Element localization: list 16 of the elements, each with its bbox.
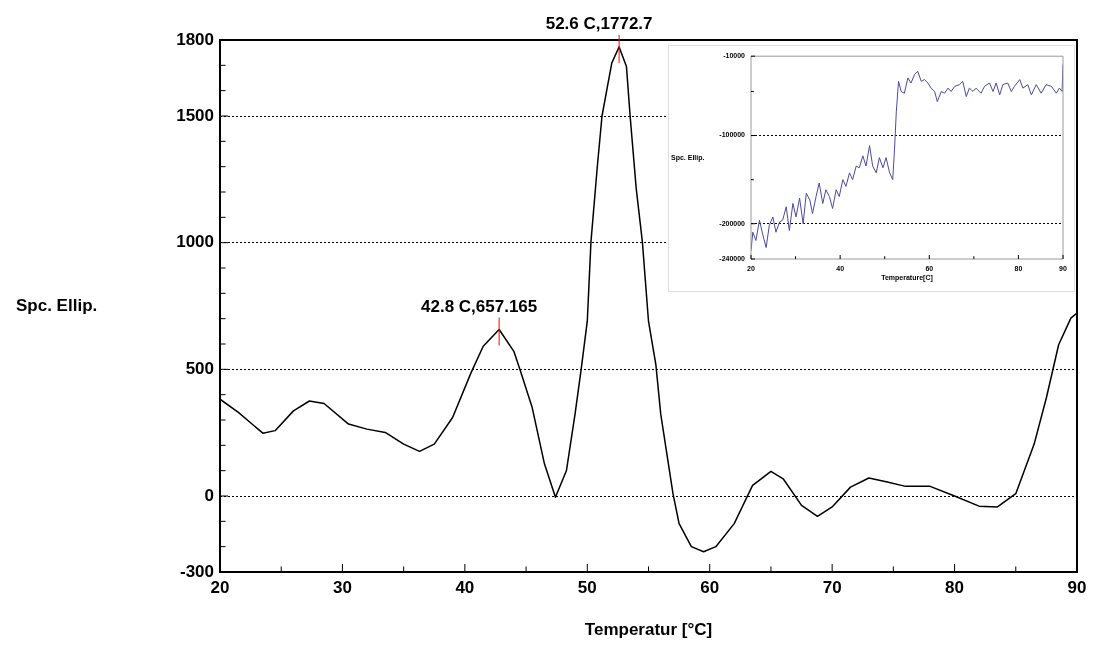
x-tick-label: 60 bbox=[700, 577, 720, 597]
annotation: 42.8 C,657.165 bbox=[421, 296, 538, 316]
y-tick-label: 500 bbox=[185, 359, 214, 379]
y-tick-label: 1000 bbox=[176, 232, 214, 252]
x-tick-label: 30 bbox=[332, 577, 352, 597]
y-tick-label: 0 bbox=[204, 485, 214, 505]
x-tick-label: 80 bbox=[945, 577, 965, 597]
x-tick-label: 70 bbox=[822, 577, 842, 597]
x-tick-label: 90 bbox=[1067, 577, 1087, 597]
x-tick-label: 40 bbox=[455, 577, 475, 597]
x-axis-title: Temperatur [°C] bbox=[584, 620, 713, 640]
y-axis-title: Spc. Ellip. bbox=[16, 295, 98, 315]
y-tick-label: 1800 bbox=[176, 29, 214, 49]
y-tick-label: 1500 bbox=[176, 105, 214, 125]
x-tick-label: 50 bbox=[577, 577, 597, 597]
annotation: 52.6 C,1772.7 bbox=[545, 14, 653, 34]
